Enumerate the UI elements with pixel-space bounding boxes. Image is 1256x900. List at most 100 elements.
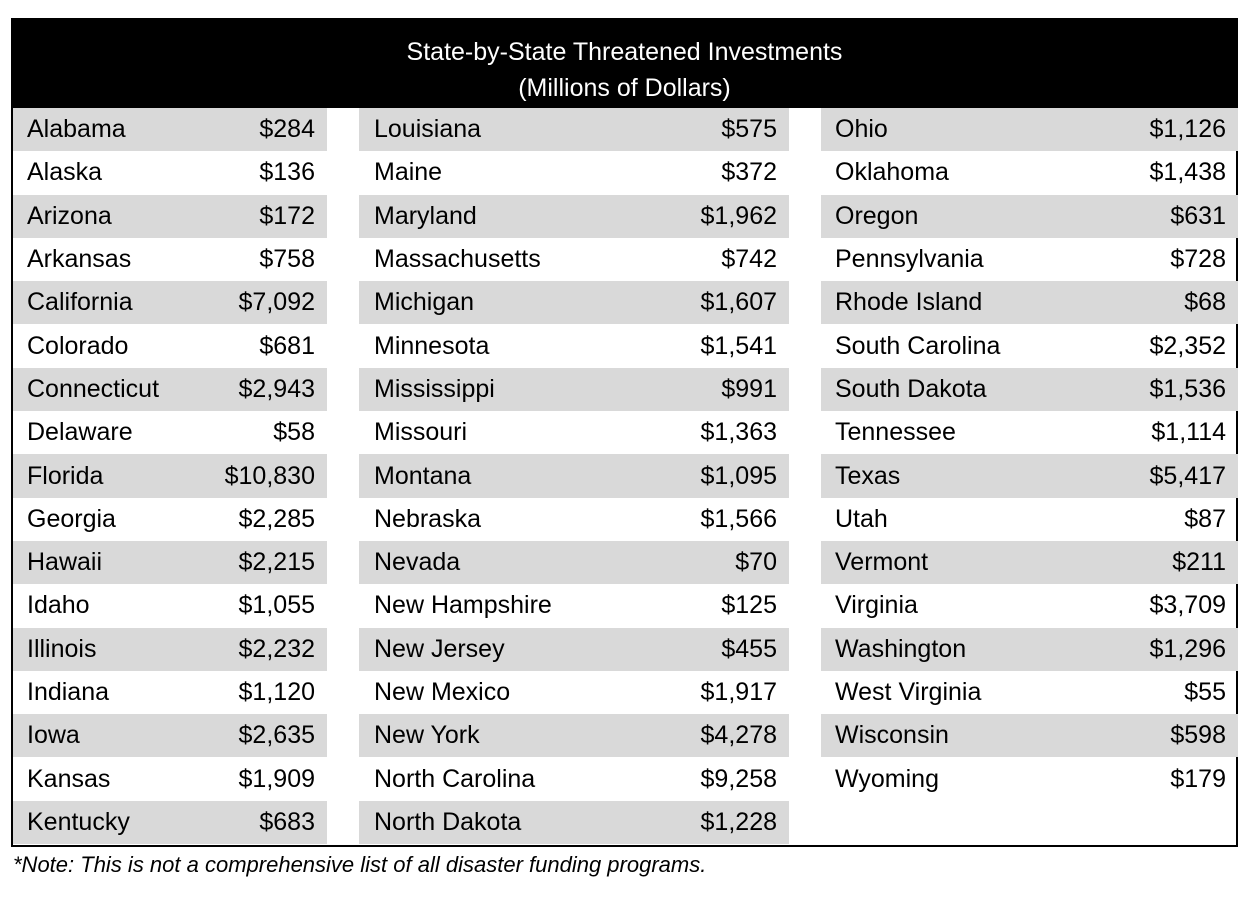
table-row: Florida $10,830 — [13, 454, 327, 498]
state-name: Kentucky — [27, 807, 130, 836]
investments-table: State-by-State Threatened Investments (M… — [11, 18, 1238, 847]
table-row: Massachusetts $742 — [359, 238, 789, 281]
table-row: Mississippi $991 — [359, 367, 789, 412]
state-name: New York — [374, 721, 480, 750]
investment-value: $68 — [1184, 288, 1226, 317]
state-name: Virginia — [835, 591, 918, 620]
table-row: Texas $5,417 — [821, 454, 1238, 498]
investment-value: $1,536 — [1149, 374, 1226, 403]
investment-value: $991 — [721, 374, 777, 403]
state-name: California — [27, 288, 133, 317]
table-row: Minnesota $1,541 — [359, 324, 789, 367]
state-name: Texas — [835, 461, 901, 490]
state-name: New Mexico — [374, 678, 511, 706]
state-name: Montana — [374, 461, 472, 490]
table-row: Ohio $1,126 — [821, 108, 1238, 152]
state-name: Illinois — [27, 634, 97, 663]
state-name: Vermont — [835, 548, 929, 577]
state-name: Kansas — [27, 764, 111, 793]
table-row: Virginia $3,709 — [821, 584, 1238, 627]
table-row: New Hampshire $125 — [359, 584, 789, 627]
state-name: Wyoming — [835, 764, 939, 793]
state-column-3: Ohio $1,126 Oklahoma $1,438 Oregon $631 Pennsy… — [821, 108, 1238, 801]
state-name: Nebraska — [374, 504, 481, 533]
table-row: Georgia $2,285 — [13, 498, 327, 541]
table-row: Alabama $284 — [13, 108, 327, 152]
state-name: Michigan — [374, 288, 475, 317]
investment-value: $1,055 — [238, 591, 315, 620]
table-row: Iowa $2,635 — [13, 714, 327, 758]
table-row: New Jersey $455 — [359, 627, 789, 671]
investment-value: $1,228 — [700, 807, 777, 836]
table-row: Tennessee $1,114 — [821, 411, 1238, 454]
investment-value: $1,438 — [1149, 158, 1226, 187]
table-row: Kansas $1,909 — [13, 757, 327, 800]
investment-value: $4,278 — [700, 721, 777, 750]
table-row: Oklahoma $1,438 — [821, 151, 1238, 194]
state-name: West Virginia — [835, 678, 982, 706]
state-name: Rhode Island — [835, 288, 983, 317]
investment-value: $284 — [259, 115, 315, 144]
state-name: North Dakota — [374, 807, 522, 836]
table-row: Maine $372 — [359, 151, 789, 194]
table-row: Louisiana $575 — [359, 108, 789, 152]
state-name: Colorado — [27, 331, 129, 360]
table-row: Colorado $681 — [13, 324, 327, 367]
table-row: Oregon $631 — [821, 194, 1238, 238]
investment-value: $1,363 — [700, 418, 777, 447]
investment-value: $10,830 — [224, 461, 315, 490]
investment-value: $758 — [259, 245, 315, 274]
state-name: Iowa — [27, 721, 80, 750]
table-subtitle: (Millions of Dollars) — [518, 74, 731, 102]
investment-value: $172 — [259, 201, 315, 230]
table-row: Washington $1,296 — [821, 627, 1238, 671]
investment-value: $575 — [721, 115, 777, 144]
state-name: Tennessee — [835, 418, 956, 447]
state-name: Mississippi — [374, 374, 495, 403]
investment-value: $728 — [1170, 245, 1226, 274]
table-row: Rhode Island $68 — [821, 281, 1238, 325]
table-row: Alaska $136 — [13, 151, 327, 194]
state-name: Indiana — [27, 678, 110, 706]
investment-value: $631 — [1170, 201, 1226, 230]
table-row: Wyoming $179 — [821, 757, 1238, 800]
state-name: Nevada — [374, 548, 461, 577]
investment-value: $683 — [259, 807, 315, 836]
state-name: Minnesota — [374, 331, 490, 360]
table-row: South Dakota $1,536 — [821, 367, 1238, 412]
table-row: Arizona $172 — [13, 194, 327, 238]
investment-value: $1,120 — [238, 678, 315, 706]
state-name: Oregon — [835, 201, 919, 230]
table-row: Hawaii $2,215 — [13, 540, 327, 585]
investment-value: $211 — [1172, 548, 1226, 577]
investment-value: $179 — [1170, 764, 1226, 793]
investment-value: $1,541 — [700, 331, 777, 360]
table-row: Utah $87 — [821, 498, 1238, 541]
state-name: Utah — [835, 504, 888, 533]
state-name: Wisconsin — [835, 721, 949, 750]
investment-value: $742 — [721, 245, 777, 274]
state-column-2: Louisiana $575 Maine $372 Maryland $1,962 Mass… — [359, 108, 789, 845]
table-title: State-by-State Threatened Investments — [406, 38, 843, 66]
investment-value: $598 — [1170, 721, 1226, 750]
investment-value: $3,709 — [1149, 591, 1226, 620]
investment-value: $681 — [259, 331, 315, 360]
state-name: Alaska — [27, 158, 103, 187]
footnote: *Note: This is not a comprehensive list … — [13, 852, 707, 877]
investment-value: $1,917 — [700, 678, 777, 706]
investment-value: $2,232 — [238, 634, 315, 663]
table-row: North Carolina $9,258 — [359, 757, 789, 800]
table-row: Kentucky $683 — [13, 800, 327, 845]
investment-value: $1,126 — [1149, 115, 1226, 144]
table-row: Nebraska $1,566 — [359, 498, 789, 541]
investment-value: $2,635 — [238, 721, 315, 750]
table-row: Pennsylvania $728 — [821, 238, 1238, 281]
investment-value: $9,258 — [700, 764, 777, 793]
table-row: North Dakota $1,228 — [359, 800, 789, 845]
state-name: Louisiana — [374, 115, 482, 144]
state-name: Connecticut — [27, 374, 160, 403]
investment-value: $5,417 — [1149, 461, 1226, 490]
state-column-1: Alabama $284 Alaska $136 Arizona $172 Arkansas… — [13, 108, 327, 845]
table-row: Connecticut $2,943 — [13, 367, 327, 412]
investment-value: $1,566 — [700, 504, 777, 533]
